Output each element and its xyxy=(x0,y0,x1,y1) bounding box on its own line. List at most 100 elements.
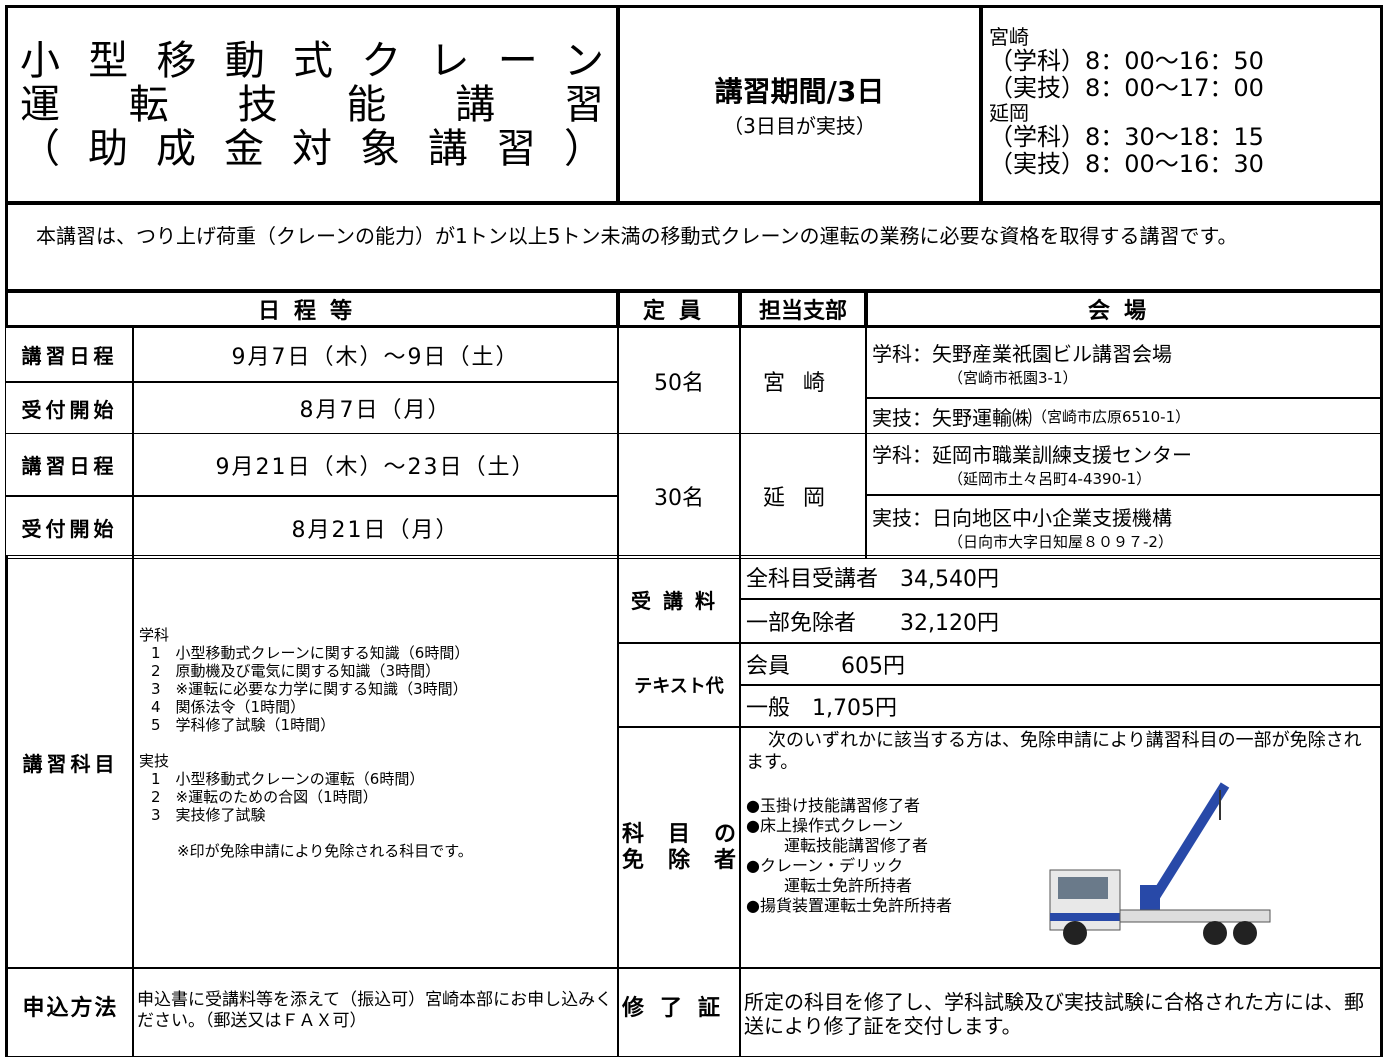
subject-group-title: 実技 xyxy=(139,752,170,770)
date-cell: 9月7日（木）～9日（土） xyxy=(132,327,619,382)
branch-cell: 宮崎 xyxy=(739,327,867,434)
venue-main: 実技：矢野運輸㈱ xyxy=(872,405,1032,430)
row-label-cell: 受付開始 xyxy=(5,496,134,559)
row-label: 受付開始 xyxy=(21,517,118,541)
description: 本講習は、つり上げ荷重（クレーンの能力）が1トン以上5トン未満の移動式クレーンの… xyxy=(36,224,1238,248)
branch-cell: 延岡 xyxy=(739,433,867,559)
exemption-item: ●玉掛け技能講習修了者 xyxy=(746,796,920,815)
row-label: 受付開始 xyxy=(21,397,118,422)
row-label: 講習日程 xyxy=(21,454,118,478)
title-cell: 小型移動式クレーン 運転技能講習 （助成金対象講習） xyxy=(5,5,619,204)
subject-item: 2 原動機及び電気に関する知識（3時間） xyxy=(151,662,441,680)
date: 8月21日（月） xyxy=(291,517,460,543)
capacity: 30名 xyxy=(654,486,704,511)
capacity-cell: 50名 xyxy=(617,327,741,434)
exemption-item: ●クレーン・デリック xyxy=(746,856,904,875)
column-header: 定員 xyxy=(617,290,741,328)
venue-cell: 実技：矢野運輸㈱ （宮崎市広原6510-1） xyxy=(865,398,1383,434)
venue-main: 学科：矢野産業祇園ビル講習会場 xyxy=(872,341,1172,366)
row-label-cell: 講習日程 xyxy=(5,327,134,382)
exemption-item: ●床上操作式クレーン xyxy=(746,816,904,835)
fee-row: 一部免除者 32,120円 xyxy=(746,611,999,636)
venue-sub: （日向市大字日知屋８０９７-2） xyxy=(948,533,1173,551)
row-label: 講習日程 xyxy=(21,344,118,368)
title-line: （助成金対象講習） xyxy=(20,125,604,172)
exemption-intro: 次のいずれかに該当する方は、免除申請により講習科目の一部が免除されます。 xyxy=(746,730,1362,773)
column-header-text: 定員 xyxy=(642,299,715,324)
branch: 延岡 xyxy=(762,486,843,511)
title-line: 運転技能講習 xyxy=(20,81,604,128)
certificate-label: 修了証 xyxy=(621,996,736,1021)
subject-group: 学科 1 小型移動式クレーンに関する知識（6時間） 2 原動機及び電気に関する知識（… xyxy=(139,626,612,734)
column-header: 日程等 xyxy=(5,290,619,328)
subjects-note: ※印が免除申請により免除される科目です。 xyxy=(177,842,473,860)
exemption-item: 運転技能講習修了者 xyxy=(784,836,929,855)
certificate-text: 所定の科目を修了し、学科試験及び実技試験に合格された方には、郵送により修了証を交… xyxy=(744,990,1364,1038)
date: 9月21日（木）～23日（土） xyxy=(215,454,536,480)
text_fee-row-cell: 会員 605円 xyxy=(739,643,1383,685)
exemption-item: 運転士免許所持者 xyxy=(784,876,913,895)
certificate-text-cell: 所定の科目を修了し、学科試験及び実技試験に合格された方には、郵送により修了証を交… xyxy=(739,967,1383,1057)
time-line: （学科）8：00～16：50 xyxy=(989,47,1264,75)
title-line: 小型移動式クレーン xyxy=(20,37,604,84)
time-line: （学科）8：30～18：15 xyxy=(989,123,1264,151)
subject-group: 実技 1 小型移動式クレーンの運転（6時間） 2 ※運転のための合図（1時間） 3 実… xyxy=(139,752,612,824)
period-note: （3日目が実技） xyxy=(723,114,876,138)
venue-cell: 学科：矢野産業祇園ビル講習会場 （宮崎市祇園3-1） xyxy=(865,327,1383,398)
column-header-text: 会場 xyxy=(1087,299,1160,324)
description-cell: 本講習は、つり上げ荷重（クレーンの能力）が1トン以上5トン未満の移動式クレーンの… xyxy=(5,202,1383,292)
text_fee-row-cell: 一般 1,705円 xyxy=(739,685,1383,727)
times-cell: 宮崎 （学科）8：00～16：50 （実技）8：00～17：00 延岡 （学科）8：30… xyxy=(980,5,1383,204)
venue-cell: 学科：延岡市職業訓練支援センター （延岡市土々呂町4-4390-1） xyxy=(865,433,1383,495)
time-line: （実技）8：00～17：00 xyxy=(989,74,1264,102)
exemption-item: ●揚貨装置運転士免許所持者 xyxy=(746,896,952,915)
date-cell: 8月7日（月） xyxy=(132,382,619,434)
text_fee-row: 一般 1,705円 xyxy=(746,696,897,721)
exemption-label-cell: 科目の 免除者 xyxy=(617,727,741,969)
fee-row-cell: 一部免除者 32,120円 xyxy=(739,599,1383,643)
subject-group-title: 学科 xyxy=(139,626,170,644)
application-label: 申込方法 xyxy=(22,996,119,1021)
text_fee-label-cell: テキスト代 xyxy=(617,643,741,727)
period: 講習期間/3日 xyxy=(714,75,885,108)
column-header: 会場 xyxy=(865,290,1383,328)
subjects-label: 講習科目 xyxy=(22,751,119,776)
row-label-cell: 講習日程 xyxy=(5,433,134,496)
period-cell: 講習期間/3日 （3日目が実技） xyxy=(617,5,982,204)
branch: 宮崎 xyxy=(762,370,843,396)
exemption-cell: 次のいずれかに該当する方は、免除申請により講習科目の一部が免除されます。 ●玉掛け… xyxy=(739,727,1383,969)
column-header-text: 担当支部 xyxy=(758,299,847,324)
exemption-label: 科目の xyxy=(622,822,736,847)
venue-sub: （宮崎市広原6510-1） xyxy=(1032,407,1191,426)
date-cell: 9月21日（木）～23日（土） xyxy=(132,433,619,496)
subject-item: 1 小型移動式クレーンに関する知識（6時間） xyxy=(151,644,470,662)
subject-item: 5 学科修了試験（1時間） xyxy=(151,716,336,734)
subject-item: 1 小型移動式クレーンの運転（6時間） xyxy=(151,770,425,788)
subject-item: 4 関係法令（1時間） xyxy=(151,698,306,716)
exemption-label: 免除者 xyxy=(622,848,736,873)
application-label-cell: 申込方法 xyxy=(5,967,134,1057)
time-line: 延岡 xyxy=(989,101,1029,125)
fee-row: 全科目受講者 34,540円 xyxy=(746,567,999,592)
fee-label-cell: 受講料 xyxy=(617,555,741,643)
fee-row-cell: 全科目受講者 34,540円 xyxy=(739,555,1383,599)
subject-item: 3 実技修了試験 xyxy=(151,806,266,824)
date-cell: 8月21日（月） xyxy=(132,496,619,559)
certificate-label-cell: 修了証 xyxy=(617,967,741,1057)
time-line: 宮崎 xyxy=(989,25,1029,49)
column-header-text: 日程等 xyxy=(257,299,366,324)
exemption-items: ●玉掛け技能講習修了者 ●床上操作式クレーン 運転技能講習修了者 ●クレーン・デリック… xyxy=(746,796,1374,916)
subject-item: 2 ※運転のための合図（1時間） xyxy=(151,788,378,806)
subjects-cell: 学科 1 小型移動式クレーンに関する知識（6時間） 2 原動機及び電気に関する知識（… xyxy=(132,555,619,969)
text_fee-label: テキスト代 xyxy=(634,676,724,697)
venue-sub: （宮崎市祇園3-1） xyxy=(948,368,1078,387)
fee-label: 受講料 xyxy=(631,588,727,613)
date: 8月7日（月） xyxy=(299,398,452,423)
subjects-label-cell: 講習科目 xyxy=(5,555,134,969)
column-header: 担当支部 xyxy=(739,290,867,328)
venue-sub: （延岡市土々呂町4-4390-1） xyxy=(948,470,1152,488)
capacity: 50名 xyxy=(654,370,704,396)
date: 9月7日（木）～9日（土） xyxy=(231,344,520,370)
venue-cell: 実技：日向地区中小企業支援機構 （日向市大字日知屋８０９７-2） xyxy=(865,495,1383,559)
